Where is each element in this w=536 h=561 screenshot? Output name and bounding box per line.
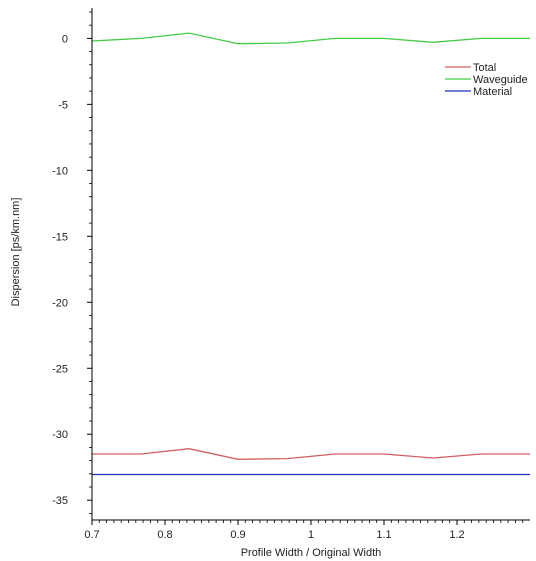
y-tick-label: -5	[58, 99, 68, 111]
y-tick-label: -25	[52, 363, 68, 375]
axes	[91, 8, 530, 521]
x-tick-label: 0.9	[230, 529, 245, 541]
legend-label-total: Total	[473, 62, 496, 74]
x-tick-label: 1	[308, 529, 314, 541]
y-tick-label: 0	[62, 33, 68, 45]
series-line-total	[92, 448, 530, 460]
x-tick-label: 0.8	[157, 529, 172, 541]
ticks: 0 -5 -10 -15 -20 -25 -30 -35 0.7 0.8 0.9 1 1.1 1.2	[52, 11, 524, 541]
plot-area	[91, 32, 530, 476]
y-tick-label: -30	[52, 429, 68, 441]
x-tick-label: 1.1	[376, 529, 391, 541]
y-tick-label: -35	[52, 495, 68, 507]
x-tick-label: 1.2	[449, 529, 464, 541]
legend-label-material: Material	[473, 86, 512, 98]
x-axis-title: Profile Width / Original Width	[241, 547, 382, 559]
y-axis-title: Dispersion [ps/km.nm]	[10, 198, 22, 307]
x-tick-label: 0.7	[84, 529, 99, 541]
y-tick-label: -15	[52, 231, 68, 243]
legend-label-waveguide: Waveguide	[473, 74, 528, 86]
y-tick-label: -10	[52, 165, 68, 177]
series-line-waveguide	[91, 32, 530, 45]
y-tick-label: -20	[52, 297, 68, 309]
